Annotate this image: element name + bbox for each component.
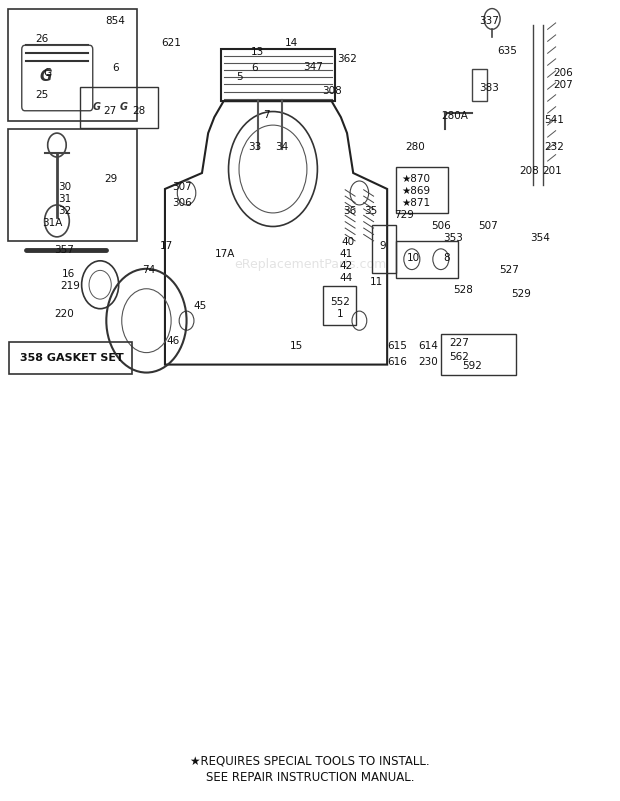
Text: 506: 506 bbox=[431, 222, 451, 231]
Text: eReplacementParts.com: eReplacementParts.com bbox=[234, 258, 386, 272]
Text: 354: 354 bbox=[529, 233, 549, 244]
Text: 31: 31 bbox=[58, 194, 71, 203]
Text: 207: 207 bbox=[553, 80, 573, 91]
Text: 307: 307 bbox=[172, 182, 192, 191]
Text: SEE REPAIR INSTRUCTION MANUAL.: SEE REPAIR INSTRUCTION MANUAL. bbox=[206, 771, 414, 783]
Text: 31A: 31A bbox=[42, 219, 62, 228]
Text: 15: 15 bbox=[290, 341, 303, 351]
Text: 219: 219 bbox=[61, 281, 81, 292]
Text: 32: 32 bbox=[58, 206, 71, 215]
Text: ★REQUIRES SPECIAL TOOLS TO INSTALL.: ★REQUIRES SPECIAL TOOLS TO INSTALL. bbox=[190, 755, 430, 768]
Text: 616: 616 bbox=[388, 357, 407, 367]
Text: 74: 74 bbox=[141, 265, 155, 276]
Text: 25: 25 bbox=[35, 90, 48, 100]
Text: 337: 337 bbox=[479, 15, 499, 26]
Text: 13: 13 bbox=[251, 46, 264, 57]
Text: 230: 230 bbox=[418, 357, 438, 367]
Text: 621: 621 bbox=[161, 38, 181, 48]
Text: ★870: ★870 bbox=[402, 174, 431, 183]
Text: 592: 592 bbox=[462, 361, 482, 371]
Text: 208: 208 bbox=[519, 166, 539, 175]
Text: 7: 7 bbox=[264, 110, 270, 119]
Text: 5: 5 bbox=[236, 72, 242, 83]
Text: 27: 27 bbox=[103, 106, 116, 116]
Text: 35: 35 bbox=[364, 206, 377, 215]
Text: 8: 8 bbox=[444, 252, 450, 263]
Text: 41: 41 bbox=[339, 249, 352, 260]
Text: 6: 6 bbox=[251, 63, 258, 74]
Text: 1: 1 bbox=[336, 309, 343, 320]
Text: 34: 34 bbox=[276, 142, 289, 151]
Text: 33: 33 bbox=[248, 142, 261, 151]
Text: 362: 362 bbox=[337, 54, 357, 64]
Text: 9: 9 bbox=[379, 241, 386, 252]
Text: 44: 44 bbox=[339, 273, 352, 284]
Text: 26: 26 bbox=[35, 34, 48, 44]
Text: 280: 280 bbox=[405, 142, 425, 151]
Text: 36: 36 bbox=[343, 206, 356, 215]
Text: 14: 14 bbox=[285, 38, 298, 48]
Text: 45: 45 bbox=[193, 301, 206, 312]
Text: 10: 10 bbox=[407, 252, 420, 263]
Text: 729: 729 bbox=[394, 210, 414, 219]
Text: 16: 16 bbox=[61, 269, 74, 280]
Text: 42: 42 bbox=[339, 261, 352, 272]
Text: 40: 40 bbox=[342, 237, 355, 248]
Text: ★871: ★871 bbox=[402, 199, 431, 208]
Text: 28: 28 bbox=[132, 106, 145, 116]
Text: 306: 306 bbox=[172, 198, 192, 207]
Text: G: G bbox=[40, 69, 52, 84]
Text: 206: 206 bbox=[553, 68, 573, 78]
Text: 347: 347 bbox=[303, 62, 323, 72]
Text: 227: 227 bbox=[450, 338, 469, 348]
Text: 383: 383 bbox=[479, 83, 499, 93]
Text: 614: 614 bbox=[418, 341, 438, 351]
Text: 635: 635 bbox=[498, 46, 518, 56]
Text: 29: 29 bbox=[105, 174, 118, 183]
Text: 280A: 280A bbox=[441, 111, 469, 121]
Text: 528: 528 bbox=[453, 285, 473, 296]
Text: 353: 353 bbox=[443, 233, 463, 244]
Text: 507: 507 bbox=[478, 222, 498, 231]
Text: 615: 615 bbox=[388, 341, 407, 351]
Text: 6: 6 bbox=[112, 62, 119, 73]
Text: 541: 541 bbox=[544, 115, 564, 124]
Text: 529: 529 bbox=[511, 289, 531, 300]
Text: G: G bbox=[120, 102, 128, 112]
Text: 220: 220 bbox=[55, 309, 74, 320]
Text: G: G bbox=[43, 68, 51, 78]
Text: 358 GASKET SET: 358 GASKET SET bbox=[20, 353, 123, 363]
Text: 46: 46 bbox=[166, 336, 180, 346]
Text: 201: 201 bbox=[542, 166, 562, 175]
Text: 357: 357 bbox=[55, 245, 74, 256]
Text: 232: 232 bbox=[544, 142, 564, 151]
Text: 17A: 17A bbox=[215, 249, 235, 260]
Text: 30: 30 bbox=[58, 182, 71, 191]
Text: 552: 552 bbox=[330, 297, 350, 308]
Text: 527: 527 bbox=[499, 265, 519, 276]
Text: 308: 308 bbox=[322, 86, 342, 96]
Text: G: G bbox=[93, 102, 101, 112]
Text: 17: 17 bbox=[160, 241, 174, 252]
Text: 562: 562 bbox=[450, 352, 469, 361]
Text: 11: 11 bbox=[370, 277, 383, 288]
Text: ★869: ★869 bbox=[402, 187, 431, 196]
Text: 854: 854 bbox=[105, 15, 125, 26]
